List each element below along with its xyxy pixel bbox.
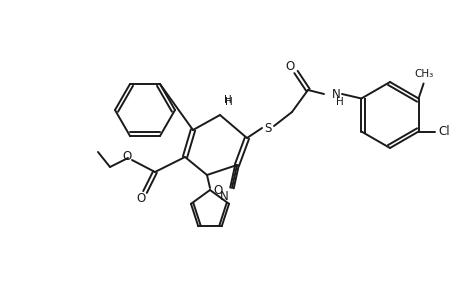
Text: H: H — [224, 97, 232, 107]
Text: S: S — [264, 122, 271, 134]
Text: H: H — [224, 95, 231, 105]
Text: N: N — [219, 190, 228, 202]
Text: Cl: Cl — [438, 125, 449, 138]
Text: O: O — [136, 193, 146, 206]
Text: O: O — [213, 184, 222, 196]
Text: O: O — [122, 149, 131, 163]
Text: CH₃: CH₃ — [413, 68, 432, 79]
Text: N: N — [331, 88, 340, 100]
Text: O: O — [285, 59, 294, 73]
Text: H: H — [336, 97, 343, 107]
